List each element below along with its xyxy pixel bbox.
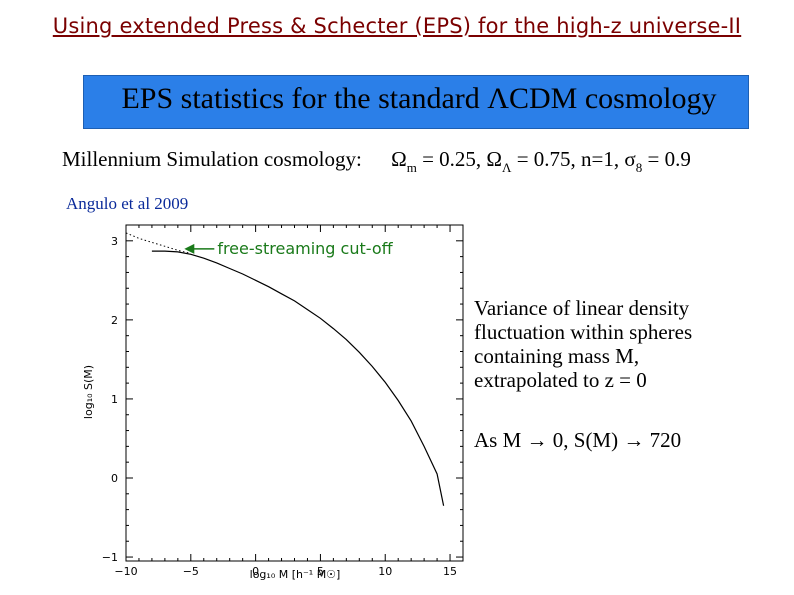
dotted-extrapolation-line — [125, 232, 191, 254]
omega-m-symbol: Ω — [391, 147, 407, 171]
sigma8-subscript: 8 — [635, 160, 643, 175]
x-tick-label: 5 — [317, 565, 324, 578]
y-axis-label: log₁₀ S(M) — [82, 365, 95, 419]
heading-text: EPS statistics for the standard ΛCDM cos… — [121, 82, 717, 115]
omega-lambda-value: = 0.75, n=1, — [516, 147, 620, 171]
x-tick-label: 0 — [252, 565, 259, 578]
y-tick-label: 2 — [111, 314, 118, 327]
description: Variance of linear density fluctuation w… — [474, 296, 692, 392]
x-tick-label: 10 — [378, 565, 392, 578]
y-tick-label: −1 — [102, 551, 118, 564]
plot-frame — [125, 224, 464, 562]
small-mass-limit: As M → 0, S(M) → 720 — [474, 428, 682, 452]
x-tick-label: −5 — [183, 565, 199, 578]
citation: Angulo et al 2009 — [66, 194, 189, 213]
variance-curve — [151, 250, 445, 506]
slide-title: Using extended Press & Schecter (EPS) fo… — [52, 14, 742, 38]
sigma8-value: = 0.9 — [647, 147, 691, 171]
x-tick-label: 15 — [443, 565, 457, 578]
annotation-arrow-head — [184, 243, 195, 254]
heading-banner: EPS statistics for the standard ΛCDM cos… — [83, 75, 749, 129]
sigma8-symbol: σ — [624, 147, 636, 171]
omega-lambda-subscript: Λ — [502, 160, 512, 175]
x-tick-label: −10 — [114, 565, 137, 578]
omega-lambda-symbol: Ω — [486, 147, 503, 171]
y-tick-label: 0 — [111, 472, 118, 485]
description-line: fluctuation within spheres — [474, 320, 693, 344]
y-tick-label: 3 — [111, 235, 118, 248]
cosmology-label: Millennium Simulation cosmology: — [62, 147, 362, 171]
x-axis-label: log₁₀ M [h⁻¹ M☉] — [250, 568, 341, 581]
description-line: containing mass M, — [474, 344, 640, 368]
y-tick-label: 1 — [111, 393, 118, 406]
description-line: Variance of linear density — [474, 296, 690, 320]
omega-m-value: = 0.25, — [422, 147, 482, 171]
description-line: extrapolated to z = 0 — [474, 368, 647, 392]
cosmology-parameters: Millennium Simulation cosmology: Ωm = 0.… — [62, 147, 691, 176]
annotation-label: free-streaming cut-off — [217, 239, 393, 258]
omega-m-subscript: m — [406, 160, 417, 175]
